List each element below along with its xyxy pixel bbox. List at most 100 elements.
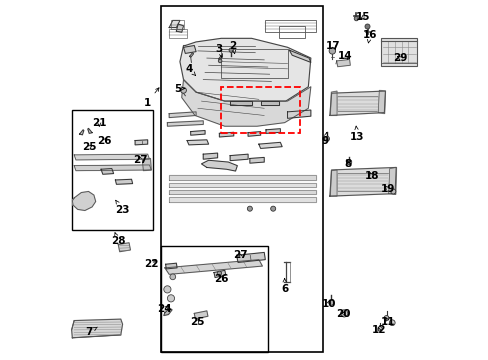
Polygon shape [88, 129, 92, 134]
Polygon shape [329, 91, 385, 116]
Polygon shape [265, 129, 280, 134]
Circle shape [328, 48, 335, 54]
Circle shape [346, 159, 351, 165]
Circle shape [169, 274, 175, 280]
Polygon shape [115, 179, 132, 184]
Circle shape [167, 295, 174, 302]
Polygon shape [203, 153, 217, 159]
Polygon shape [330, 170, 336, 196]
Circle shape [228, 48, 233, 52]
Bar [221, 87, 300, 134]
Polygon shape [230, 101, 251, 105]
Text: 22: 22 [144, 259, 158, 269]
Polygon shape [258, 142, 282, 148]
Text: 1: 1 [143, 88, 159, 108]
Polygon shape [142, 158, 151, 171]
Polygon shape [74, 165, 151, 171]
Bar [336, 173, 388, 192]
Text: 23: 23 [115, 200, 129, 216]
Circle shape [324, 136, 329, 141]
Circle shape [340, 310, 347, 317]
Polygon shape [80, 130, 83, 135]
Text: 9: 9 [321, 132, 328, 145]
Polygon shape [164, 260, 262, 274]
Text: 27: 27 [133, 155, 147, 165]
Circle shape [353, 17, 358, 21]
Polygon shape [336, 59, 349, 67]
Bar [161, 6, 323, 352]
Polygon shape [329, 167, 395, 196]
Polygon shape [182, 80, 310, 126]
Bar [381, 39, 416, 66]
Polygon shape [289, 50, 310, 62]
Polygon shape [189, 53, 193, 57]
Polygon shape [169, 190, 316, 194]
Text: 8: 8 [344, 159, 351, 169]
Text: 19: 19 [380, 184, 394, 194]
Circle shape [163, 286, 171, 293]
Polygon shape [101, 168, 113, 174]
Bar [171, 21, 183, 30]
Text: 29: 29 [392, 53, 407, 63]
Text: 2: 2 [229, 41, 236, 54]
Text: 27: 27 [232, 250, 247, 260]
Polygon shape [169, 197, 316, 202]
Text: 7: 7 [84, 327, 97, 337]
Polygon shape [118, 243, 130, 252]
Polygon shape [167, 121, 203, 126]
Text: 16: 16 [362, 30, 377, 43]
Polygon shape [287, 110, 310, 118]
Text: 25: 25 [82, 142, 97, 152]
Polygon shape [219, 132, 233, 137]
Text: 15: 15 [356, 12, 370, 22]
Circle shape [383, 316, 388, 320]
Polygon shape [249, 157, 264, 163]
Polygon shape [330, 91, 336, 116]
Polygon shape [247, 132, 260, 136]
Polygon shape [378, 90, 385, 114]
Text: 6: 6 [281, 279, 288, 294]
Circle shape [217, 271, 221, 275]
Polygon shape [176, 24, 183, 32]
Polygon shape [169, 21, 180, 28]
Text: 28: 28 [111, 233, 125, 246]
Bar [265, 21, 316, 32]
Polygon shape [194, 311, 207, 319]
Text: 12: 12 [371, 325, 386, 334]
Text: 17: 17 [325, 41, 340, 50]
Polygon shape [72, 319, 122, 338]
Text: 26: 26 [214, 274, 228, 284]
Bar [72, 110, 153, 230]
Polygon shape [180, 39, 310, 101]
Text: 11: 11 [380, 317, 394, 327]
Text: 13: 13 [349, 126, 364, 142]
Bar [169, 30, 187, 39]
Circle shape [180, 87, 186, 93]
Bar [278, 26, 304, 39]
Polygon shape [183, 45, 196, 53]
Polygon shape [260, 101, 278, 105]
Bar [221, 49, 287, 78]
Circle shape [390, 189, 395, 194]
Polygon shape [214, 270, 225, 278]
Polygon shape [169, 175, 316, 180]
Text: 5: 5 [174, 84, 184, 94]
Text: 10: 10 [321, 299, 335, 309]
Polygon shape [230, 154, 247, 161]
Circle shape [364, 24, 369, 29]
Polygon shape [388, 167, 396, 194]
Polygon shape [236, 252, 265, 262]
Polygon shape [201, 160, 237, 171]
Polygon shape [165, 263, 177, 269]
Circle shape [377, 327, 382, 331]
Text: 18: 18 [364, 171, 378, 181]
Polygon shape [74, 154, 149, 160]
Text: 21: 21 [92, 118, 106, 128]
Bar [336, 96, 378, 111]
Circle shape [270, 206, 275, 211]
Text: 14: 14 [337, 51, 351, 61]
Polygon shape [218, 55, 222, 60]
Circle shape [342, 312, 345, 315]
Text: 20: 20 [335, 310, 349, 319]
Circle shape [218, 59, 222, 63]
